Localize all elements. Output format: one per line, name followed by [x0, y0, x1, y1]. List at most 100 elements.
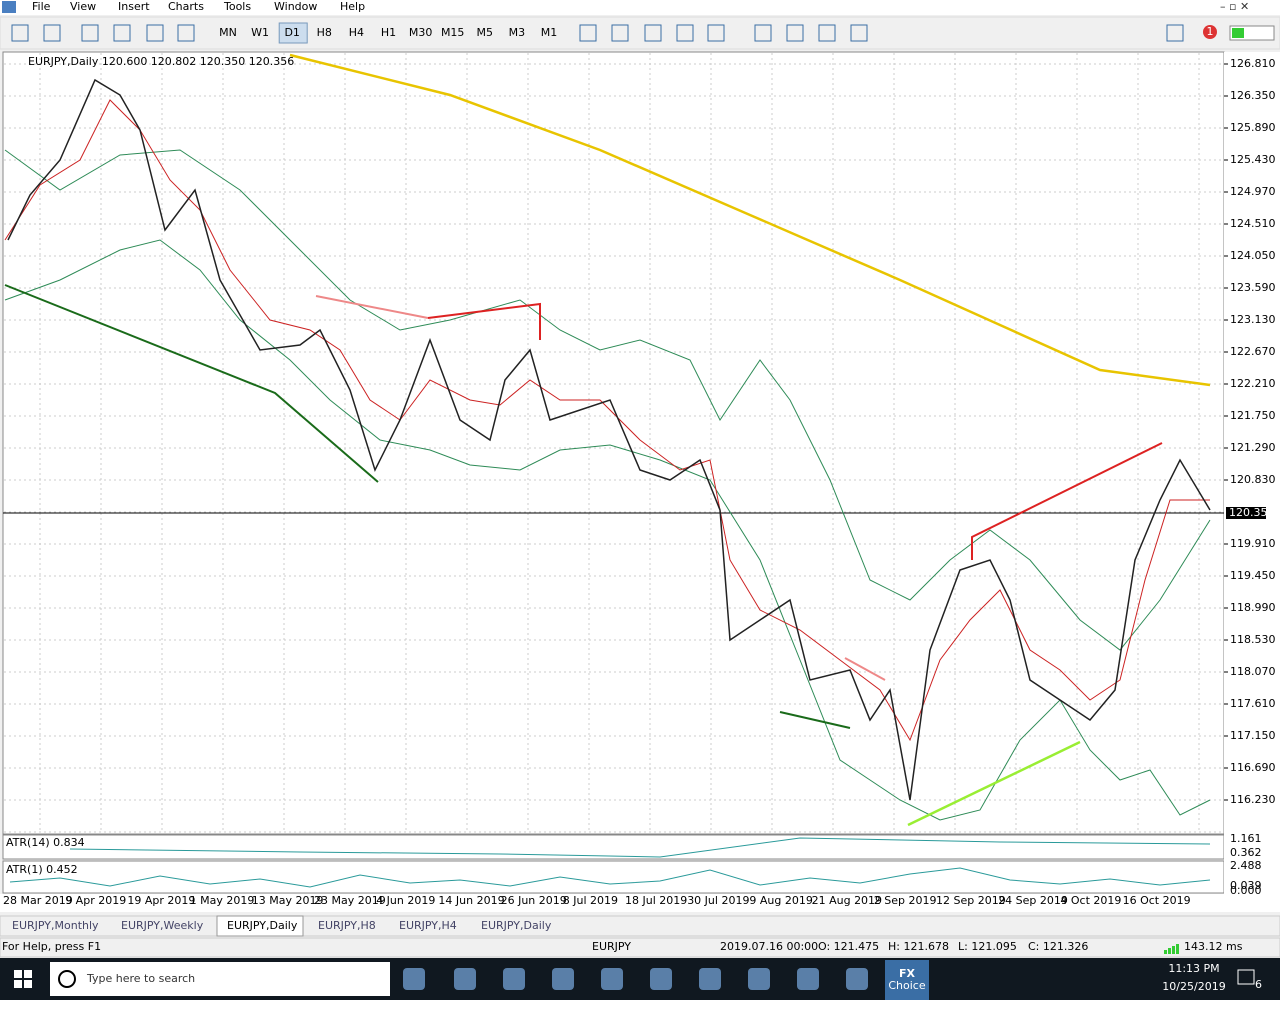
taskbar-app[interactable]: [454, 968, 476, 990]
date-label: 4 Oct 2019: [1060, 894, 1121, 907]
timeframe-button[interactable]: W1: [251, 26, 269, 39]
taskbar-app[interactable]: [748, 968, 770, 990]
taskbar-app[interactable]: [797, 968, 819, 990]
ping-bar: [1172, 946, 1175, 954]
timeframe-button[interactable]: D1: [284, 26, 299, 39]
price-label: 120.830: [1230, 473, 1276, 486]
price-label: 116.230: [1230, 793, 1276, 806]
menu-item[interactable]: Charts: [168, 0, 204, 13]
menu-item[interactable]: Tools: [223, 0, 251, 13]
atr14-line: [69, 837, 1211, 858]
atr1-line: [9, 867, 1211, 888]
toolbar-icon[interactable]: [146, 24, 164, 42]
trendline: [844, 657, 886, 681]
price-label: 117.610: [1230, 697, 1276, 710]
price-label: 118.070: [1230, 665, 1276, 678]
menu-item[interactable]: File: [32, 0, 51, 13]
date-label: 2 Sep 2019: [874, 894, 937, 907]
timeframe-button[interactable]: M30: [409, 26, 433, 39]
toolbar-icon[interactable]: [81, 24, 99, 42]
window-controls[interactable]: – ▫ ✕: [1220, 0, 1249, 13]
toolbar-icon[interactable]: [644, 24, 662, 42]
price-label: 118.530: [1230, 633, 1276, 646]
price-label: 122.210: [1230, 377, 1276, 390]
price-label: 119.450: [1230, 569, 1276, 582]
status-low: L: 121.095: [958, 940, 1017, 953]
tab[interactable]: EURJPY,Daily: [481, 919, 552, 932]
tab[interactable]: EURJPY,Weekly: [121, 919, 204, 932]
atr1-scale: 0.039: [1230, 879, 1262, 892]
toolbar: [0, 16, 1280, 50]
taskbar-app[interactable]: [699, 968, 721, 990]
toolbar-icon[interactable]: [579, 24, 597, 42]
taskbar-app[interactable]: [503, 968, 525, 990]
date-label: 28 Mar 2019: [3, 894, 73, 907]
current-price: 120.356: [1229, 506, 1275, 519]
toolbar-icon[interactable]: [818, 24, 836, 42]
tab[interactable]: EURJPY,Monthly: [12, 919, 99, 932]
windows-logo[interactable]: [14, 970, 32, 988]
atr1-scale: 2.488: [1230, 859, 1262, 872]
timeframe-button[interactable]: M1: [541, 26, 558, 39]
menu-item[interactable]: Insert: [118, 0, 150, 13]
app-icon: [2, 1, 16, 13]
date-label: 13 May 2019: [252, 894, 324, 907]
fx-icon-sub: Choice: [888, 979, 925, 992]
trendline: [907, 740, 1081, 827]
search-box[interactable]: [50, 962, 390, 996]
badge[interactable]: [1203, 25, 1217, 39]
menu-item[interactable]: Help: [340, 0, 365, 13]
taskbar-app[interactable]: [846, 968, 868, 990]
price-axis: [1224, 52, 1280, 894]
toolbar-icon[interactable]: [850, 24, 868, 42]
taskbar-app[interactable]: [552, 968, 574, 990]
toolbar-icon[interactable]: [43, 24, 61, 42]
search-placeholder[interactable]: Type here to search: [86, 972, 195, 985]
clock-time: 11:13 PM: [1168, 962, 1219, 975]
timeframe-button[interactable]: M3: [509, 26, 526, 39]
current-price-box: [1226, 507, 1266, 519]
timeframe-button[interactable]: M15: [441, 26, 465, 39]
toolbar-icon[interactable]: [177, 24, 195, 42]
status-bar: [0, 937, 1280, 958]
timeframe-button[interactable]: H1: [381, 26, 396, 39]
price-label: 126.810: [1230, 57, 1276, 70]
toolbar-icon[interactable]: [611, 24, 629, 42]
taskbar-app[interactable]: [601, 968, 623, 990]
tab[interactable]: EURJPY,Daily: [227, 919, 298, 932]
date-label: 9 Apr 2019: [65, 894, 126, 907]
timeframe-button[interactable]: H4: [349, 26, 364, 39]
toolbar-icon[interactable]: [11, 24, 29, 42]
tab[interactable]: EURJPY,H4: [399, 919, 457, 932]
timeframe-button[interactable]: M5: [477, 26, 494, 39]
date-label: 26 Jun 2019: [501, 894, 567, 907]
status-close: C: 121.326: [1028, 940, 1088, 953]
notification-count: 6: [1255, 978, 1262, 991]
clock-date: 10/25/2019: [1162, 980, 1225, 993]
toolbar-icon[interactable]: [113, 24, 131, 42]
menu-item[interactable]: Window: [274, 0, 317, 13]
notification-icon[interactable]: [1237, 969, 1255, 985]
trendline: [315, 295, 429, 319]
menu-item[interactable]: View: [70, 0, 96, 13]
timeframe-button[interactable]: MN: [219, 26, 237, 39]
toolbar-icon[interactable]: [676, 24, 694, 42]
tab[interactable]: EURJPY,H8: [318, 919, 376, 932]
status-open: O: 121.475: [818, 940, 879, 953]
trendline: [4, 284, 379, 483]
fx-app-active[interactable]: [885, 960, 929, 1000]
taskbar-app[interactable]: [650, 968, 672, 990]
timeframe-button[interactable]: H8: [317, 26, 332, 39]
toolbar-icon[interactable]: [707, 24, 725, 42]
signal-bar: [1232, 28, 1244, 38]
toolbar-icon[interactable]: [754, 24, 772, 42]
toolbar-icon[interactable]: [1166, 24, 1184, 42]
badge-text: 1: [1207, 25, 1214, 38]
ping-bar: [1168, 948, 1171, 954]
price-label: 124.050: [1230, 249, 1276, 262]
toolbar-icon[interactable]: [786, 24, 804, 42]
status-ping: 143.12 ms: [1184, 940, 1243, 953]
taskbar-app[interactable]: [403, 968, 425, 990]
